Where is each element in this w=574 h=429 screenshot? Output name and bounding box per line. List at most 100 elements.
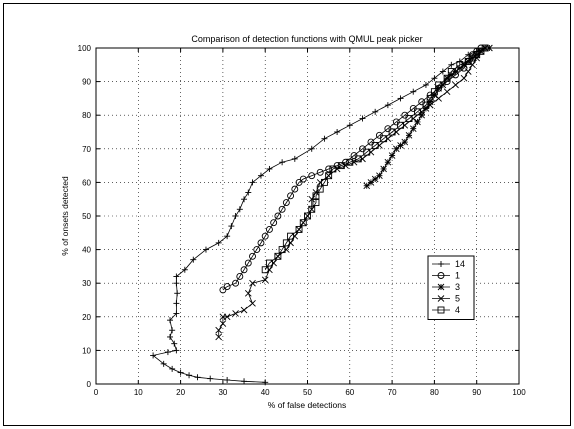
y-tick-label: 80 — [82, 111, 91, 120]
series-14-point — [173, 300, 180, 307]
series-5-point — [232, 310, 239, 317]
series-14-point — [167, 333, 174, 340]
series-4-point — [447, 68, 455, 75]
legend-label: 1 — [455, 271, 460, 281]
series-4-point — [388, 128, 396, 136]
y-tick-label: 40 — [82, 246, 91, 255]
series-14-point — [173, 347, 180, 354]
series-1-point — [249, 252, 256, 260]
series-3-point — [409, 125, 417, 132]
legend-entry: 14 — [432, 259, 465, 269]
series-14-point — [232, 213, 239, 219]
grid — [96, 48, 519, 384]
series-5-point — [240, 306, 248, 314]
legend-label: 4 — [455, 305, 460, 315]
series-14-point — [173, 273, 180, 280]
series-4-point — [397, 121, 405, 129]
series-14-point — [448, 61, 455, 68]
legend-marker — [437, 272, 445, 279]
series-4-point — [320, 178, 328, 186]
y-tick-label: 70 — [82, 145, 91, 154]
series-14-point — [241, 196, 248, 203]
series-5-point — [460, 74, 468, 82]
series-5-point — [223, 313, 231, 321]
series-14-point — [174, 290, 181, 297]
series-layer — [150, 44, 493, 386]
y-tick-label: 90 — [82, 78, 91, 87]
series-1-point — [240, 266, 248, 274]
series-5-point — [342, 162, 349, 169]
series-14-point — [431, 75, 438, 82]
series-5-point — [287, 239, 294, 247]
series-5-point — [266, 266, 273, 274]
series-4-point — [329, 165, 337, 173]
series-1-point — [291, 185, 299, 193]
series-14-point — [167, 317, 174, 324]
x-tick-label: 50 — [303, 388, 312, 397]
series-1-point — [223, 283, 231, 291]
y-tick-label: 20 — [82, 313, 91, 322]
series-14-point — [224, 376, 231, 383]
x-tick-label: 30 — [218, 388, 227, 397]
y-tick-label: 50 — [82, 212, 91, 221]
series-5-point — [464, 68, 472, 75]
series-14-point — [228, 223, 235, 230]
series-4-point — [304, 212, 311, 220]
series-14-point — [334, 129, 341, 135]
series-14-point — [150, 352, 157, 359]
series-14-point — [160, 360, 167, 367]
series-1-point — [253, 246, 261, 254]
series-4-point — [308, 205, 316, 213]
y-tick-label: 60 — [82, 178, 91, 187]
series-14-point — [171, 340, 178, 347]
series-3-point — [397, 142, 404, 149]
series-1-point — [232, 279, 240, 287]
series-5-point — [219, 320, 227, 327]
series-1-point — [265, 225, 273, 233]
series-14-point — [372, 108, 379, 115]
series-3-point — [371, 175, 379, 183]
legend-label: 14 — [455, 259, 465, 269]
series-5-point — [435, 95, 442, 102]
series-14-point — [194, 374, 201, 381]
series-14-point — [257, 172, 264, 179]
series-14-point — [169, 365, 176, 372]
series-4-point — [274, 252, 282, 260]
series-4-point — [287, 232, 295, 240]
series-5-line — [218, 47, 486, 337]
y-axis-label: % of onsets detected — [60, 176, 70, 256]
series-1-point — [257, 239, 265, 247]
series-4-point — [430, 88, 438, 96]
series-4-line — [264, 47, 486, 271]
legend-entry: 1 — [432, 271, 460, 281]
series-14-point — [245, 189, 252, 196]
x-tick-label: 20 — [176, 388, 185, 397]
series-4-point — [422, 101, 430, 109]
series-1-point — [282, 199, 290, 207]
series-3-point — [367, 179, 375, 186]
series-4-point — [295, 225, 303, 233]
x-tick-label: 0 — [94, 388, 99, 397]
series-3-point — [414, 118, 421, 126]
y-tick-label: 100 — [78, 44, 92, 53]
series-14-point — [169, 327, 176, 334]
x-tick-label: 10 — [134, 388, 143, 397]
legend-box — [427, 255, 475, 320]
series-5-point — [350, 158, 358, 166]
series-5-point — [426, 101, 434, 109]
series-5-point — [215, 333, 222, 341]
series-5-point — [316, 179, 324, 186]
series-4-point — [325, 172, 333, 180]
series-4-point — [414, 108, 421, 116]
series-1-point — [299, 175, 307, 183]
series-3-point — [401, 138, 409, 146]
series-4-point — [337, 162, 345, 170]
series-5-point — [215, 326, 222, 334]
series-14-point — [202, 246, 209, 253]
y-tick-label: 0 — [87, 380, 92, 389]
series-1-point — [236, 273, 244, 280]
series-4-point — [363, 148, 371, 156]
chart-title: Comparison of detection functions with Q… — [191, 34, 422, 44]
series-1-point — [244, 259, 252, 267]
